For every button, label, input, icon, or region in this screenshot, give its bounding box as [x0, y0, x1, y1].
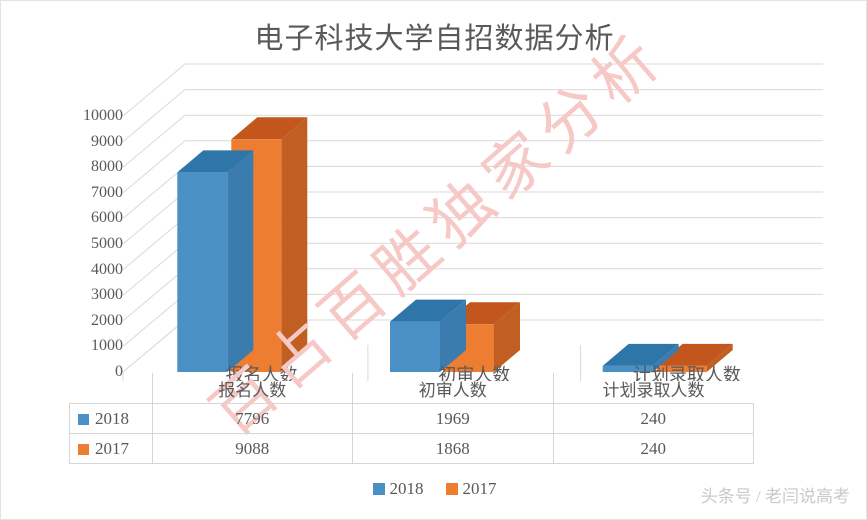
series-name: 2017 [95, 438, 129, 458]
bar-2018-计划录取人数-top [602, 343, 679, 366]
y-axis-tick: 6000 [91, 209, 123, 227]
y-axis-tick: 0 [115, 363, 123, 380]
y-axis-tick: 7000 [91, 183, 123, 201]
gridline-left-wall [122, 89, 186, 142]
table-cell: 1969 [352, 403, 554, 434]
legend-label: 2018 [389, 479, 424, 498]
bar-2018-报名人数-side [227, 150, 254, 372]
gridline-left-wall [122, 63, 186, 117]
bar-2018-计划录取人数-side [652, 343, 679, 372]
bar-2018-报名人数-front [177, 172, 228, 372]
legend-color-swatch-icon [445, 483, 458, 495]
gridline-left-wall [122, 242, 186, 296]
series-color-swatch-icon [78, 443, 89, 455]
category-label: 计划录取人数 [633, 365, 741, 381]
table-header-row: 报名人数 初审人数 计划录取人数 [69, 373, 754, 404]
chart-legend: 2018 2017 [1, 479, 866, 499]
legend-item-2017[interactable]: 2017 [445, 479, 497, 499]
gridline-left-wall [122, 294, 186, 347]
table-row: 2018 7796 1969 240 [69, 403, 754, 434]
table-series-label: 2018 [69, 403, 153, 434]
chart-title: 电子科技大学自招数据分析 [254, 23, 615, 55]
gridline-left-wall [122, 191, 186, 245]
y-axis-tick: 1000 [91, 337, 123, 355]
bar-2018-初审人数-side [440, 299, 466, 372]
series-color-swatch-icon [78, 413, 89, 425]
y-axis-tick: 5000 [91, 235, 123, 252]
table-column-header: 报名人数 [152, 373, 353, 404]
table-cell: 9088 [151, 433, 353, 464]
gridline-left-wall [122, 166, 186, 219]
y-axis-tick: 8000 [91, 158, 123, 176]
bar-2018-计划录取人数-front [602, 365, 653, 372]
bar-2018-初审人数-top [390, 299, 466, 322]
gridline-left-wall [122, 140, 186, 194]
bar-2017-计划录取人数-side [706, 343, 733, 372]
bar-2017-计划录取人数-front [656, 365, 707, 372]
corner-watermark: 头条号 / 老闫说高考 [700, 487, 850, 506]
table-column-header: 初审人数 [352, 373, 554, 404]
bar-2017-计划录取人数-top [656, 343, 733, 366]
table-cell: 7796 [151, 403, 353, 434]
series-name: 2018 [95, 408, 129, 428]
y-axis-tick: 10000 [83, 107, 123, 124]
bar-2017-初审人数-side [494, 302, 520, 372]
table-cell: 240 [552, 433, 754, 464]
y-axis-tick: 3000 [91, 286, 123, 304]
table-cell: 1868 [352, 433, 554, 464]
y-axis-tick: 9000 [91, 132, 123, 150]
legend-color-swatch-icon [372, 483, 385, 495]
plot-svg: 报名人数 初审人数 计划录取人数 [122, 63, 823, 381]
y-axis: 10000 9000 8000 7000 6000 5000 4000 3000 2000 100… [41, 61, 123, 380]
bar-2018-报名人数-top [177, 150, 254, 173]
gridline-left-wall [122, 217, 186, 270]
bar-2017-报名人数-side [281, 117, 308, 372]
y-axis-tick: 2000 [91, 311, 123, 329]
bar-2017-报名人数-top [231, 117, 308, 140]
plot-area: 报名人数 初审人数 计划录取人数 [1, 61, 866, 381]
table-series-label: 2017 [69, 433, 153, 464]
floor-left-edge [122, 319, 186, 373]
y-axis-tick: 4000 [91, 260, 123, 278]
table-cell: 240 [552, 403, 754, 434]
bar-2018-初审人数-front [390, 321, 440, 372]
legend-label: 2017 [462, 479, 497, 498]
table-row: 2017 9088 1868 240 [69, 433, 754, 464]
legend-item-2018[interactable]: 2018 [372, 479, 424, 499]
table-corner-cell [69, 373, 153, 404]
data-table: 报名人数 初审人数 计划录取人数 2018 7796 1969 240 2017 9088 186… [69, 373, 754, 464]
gridline-left-wall [122, 114, 186, 168]
gridline-left-wall [122, 268, 186, 322]
table-column-header: 计划录取人数 [602, 380, 705, 400]
